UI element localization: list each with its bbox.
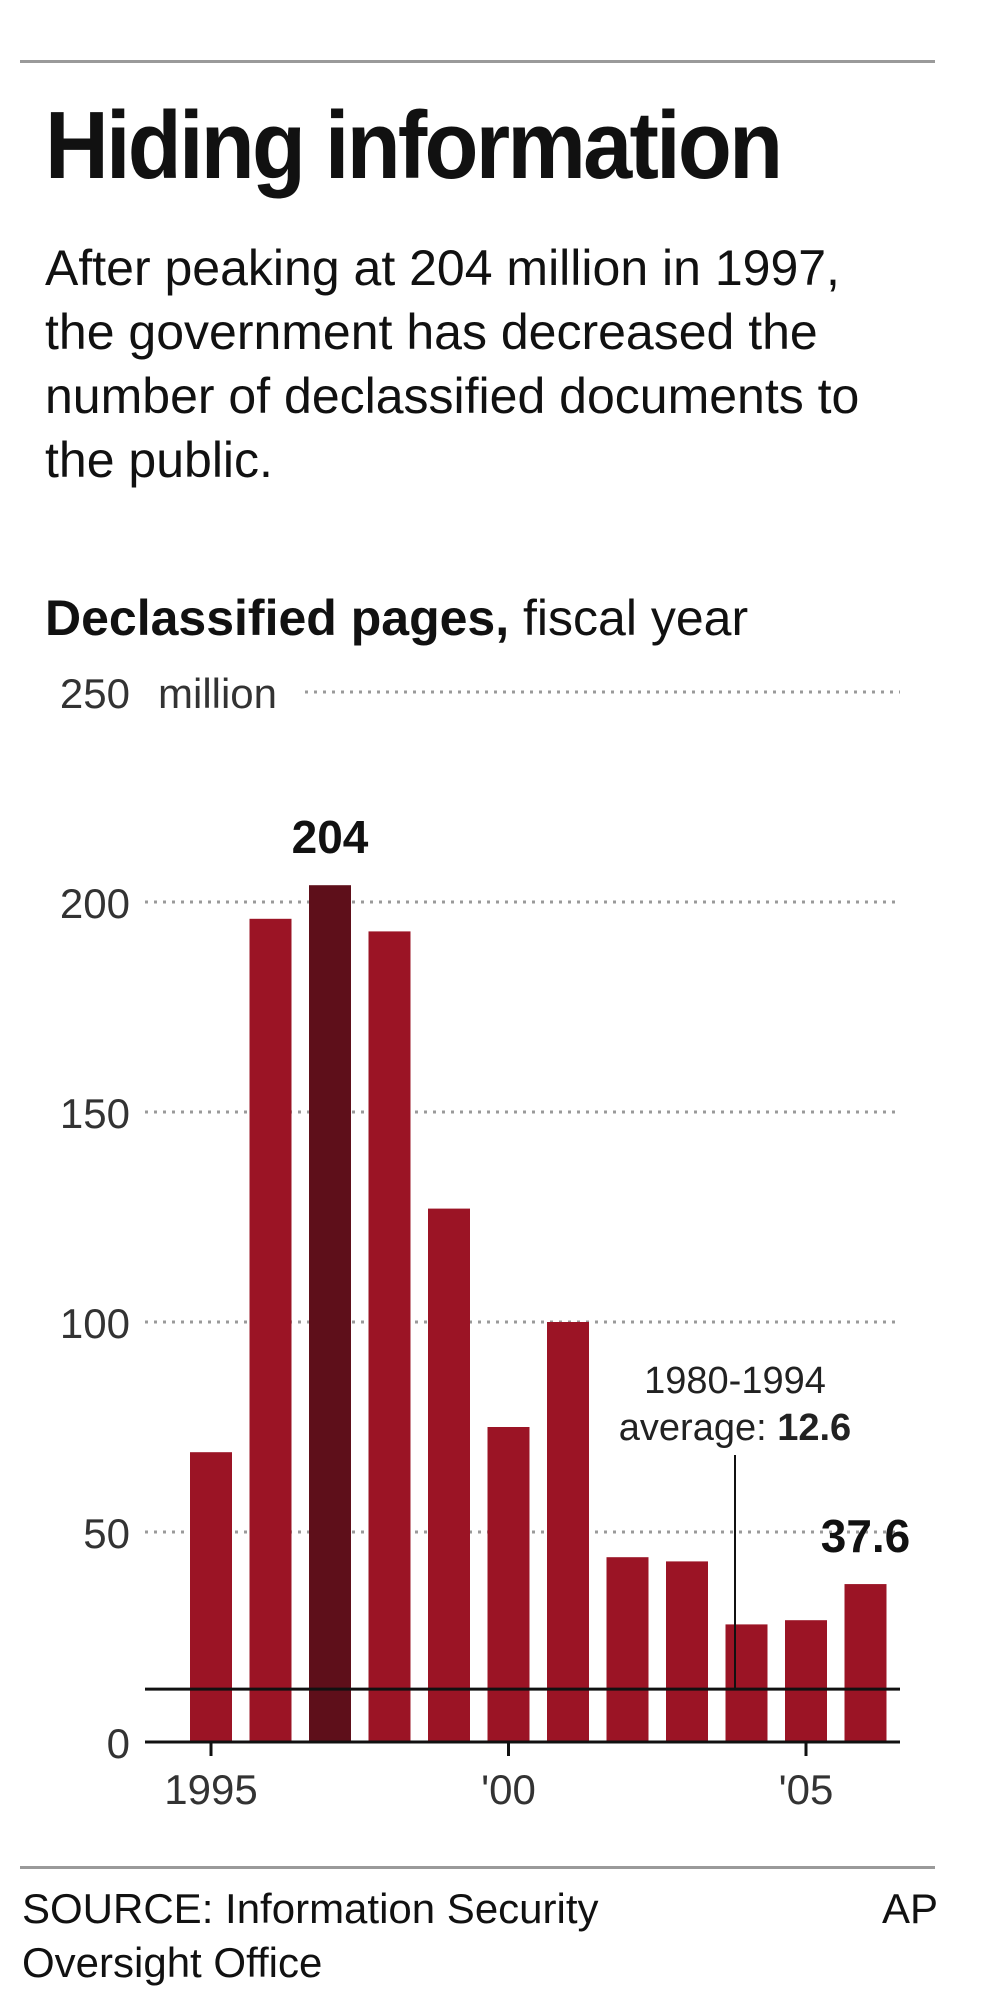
gridlines: [145, 690, 900, 1534]
y-tick-label-200: 200: [60, 880, 130, 927]
x-axis: 1995 '00 '05: [145, 1740, 900, 1813]
y-tick-label-100: 100: [60, 1300, 130, 1347]
y-tick-label-250: 250: [60, 670, 130, 717]
reference-label-value: 12.6: [777, 1407, 851, 1449]
reference-label-line2: average: 12.6: [619, 1407, 851, 1449]
bottom-rule: [20, 1866, 935, 1869]
bar-2001: [547, 1322, 589, 1742]
bar-2004: [725, 1624, 768, 1742]
reference-label-line1: 1980-1994: [644, 1360, 826, 1402]
bars: [190, 885, 887, 1742]
bar-2003: [666, 1561, 708, 1742]
data-label-1997: 204: [292, 811, 369, 863]
bar-2000: [487, 1427, 530, 1742]
y-tick-label-50: 50: [83, 1510, 130, 1557]
bar-2005: [785, 1620, 827, 1742]
y-tick-label-150: 150: [60, 1090, 130, 1137]
y-axis-ticks: 0 50 100 150 200 250 million: [60, 670, 277, 1767]
y-tick-label-0: 0: [107, 1720, 130, 1767]
chart-heading: Declassified pages, fiscal year: [45, 593, 748, 643]
data-labels: 204 37.6: [292, 811, 911, 1562]
bar-chart: 0 50 100 150 200 250 million 1980-1994 average:…: [60, 670, 911, 1813]
chart-heading-bold: Declassified pages,: [45, 590, 510, 646]
bar-2002: [606, 1557, 649, 1742]
chart-heading-rest: fiscal year: [509, 590, 749, 646]
chart-subtitle: After peaking at 204 million in 1997, th…: [45, 240, 860, 488]
bar-1998: [368, 931, 411, 1742]
reference-line-group: 1980-1994 average: 12.6: [145, 1360, 900, 1691]
bar-1995: [190, 1452, 232, 1742]
credit-note: AP: [881, 1885, 938, 1932]
data-label-2006: 37.6: [821, 1510, 911, 1562]
top-rule: [20, 60, 935, 63]
source-note: SOURCE: Information Security Oversight O…: [22, 1885, 599, 1986]
x-tick-label-1995: 1995: [164, 1766, 257, 1813]
x-tick-label-2005: '05: [779, 1766, 834, 1813]
bar-1999: [428, 1208, 470, 1742]
chart-title: Hiding information: [45, 92, 783, 199]
reference-label-prefix: average:: [619, 1407, 777, 1449]
y-unit-label: million: [158, 670, 277, 717]
bar-1997: [309, 885, 351, 1742]
x-tick-label-2000: '00: [481, 1766, 536, 1813]
bar-1996: [249, 918, 292, 1742]
bar-2006: [844, 1584, 887, 1742]
